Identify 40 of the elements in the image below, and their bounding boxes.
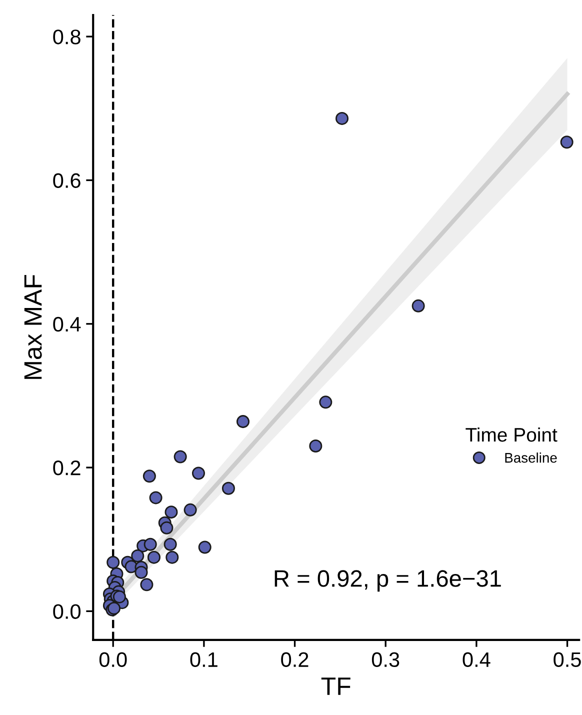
point [222,482,235,495]
legend-label: Baseline [505,452,557,463]
point [184,503,197,516]
point [134,566,148,579]
x-tick-label: 0.0 [99,652,127,668]
y-tick-label: 0.4 [53,316,81,332]
legend-title: Time Point [466,427,558,442]
point [560,136,574,149]
annotation: R = 0.92, p = 1.6e−31 [274,570,501,592]
x-tick-label: 0.5 [554,652,581,668]
point [319,396,332,409]
point [309,439,322,452]
y-tick-label: 0.2 [53,460,80,476]
point [112,590,126,604]
point [164,538,177,551]
point [336,112,349,125]
point [106,556,120,569]
point [412,299,425,312]
point [236,415,250,428]
x-tick-label: 0.3 [372,652,400,668]
x-tick-label: 0.2 [281,652,308,668]
y-tick-label: 0.6 [53,173,80,188]
point [140,578,154,592]
point [198,540,212,554]
point [174,450,187,464]
y-tick-label: 0.0 [53,604,80,619]
point [131,549,144,562]
point [164,506,178,519]
x-tick-label: 0.4 [462,652,490,668]
point [144,538,157,551]
y-axis-title: Max MAF [24,274,42,379]
x-axis-title: TF [321,678,350,695]
point [192,466,205,480]
point [147,550,160,564]
point [142,470,156,483]
point [166,550,179,564]
x-tick-label: 0.1 [190,652,218,668]
point [149,491,162,504]
y-tick-label: 0.8 [53,30,80,44]
point [160,521,174,534]
